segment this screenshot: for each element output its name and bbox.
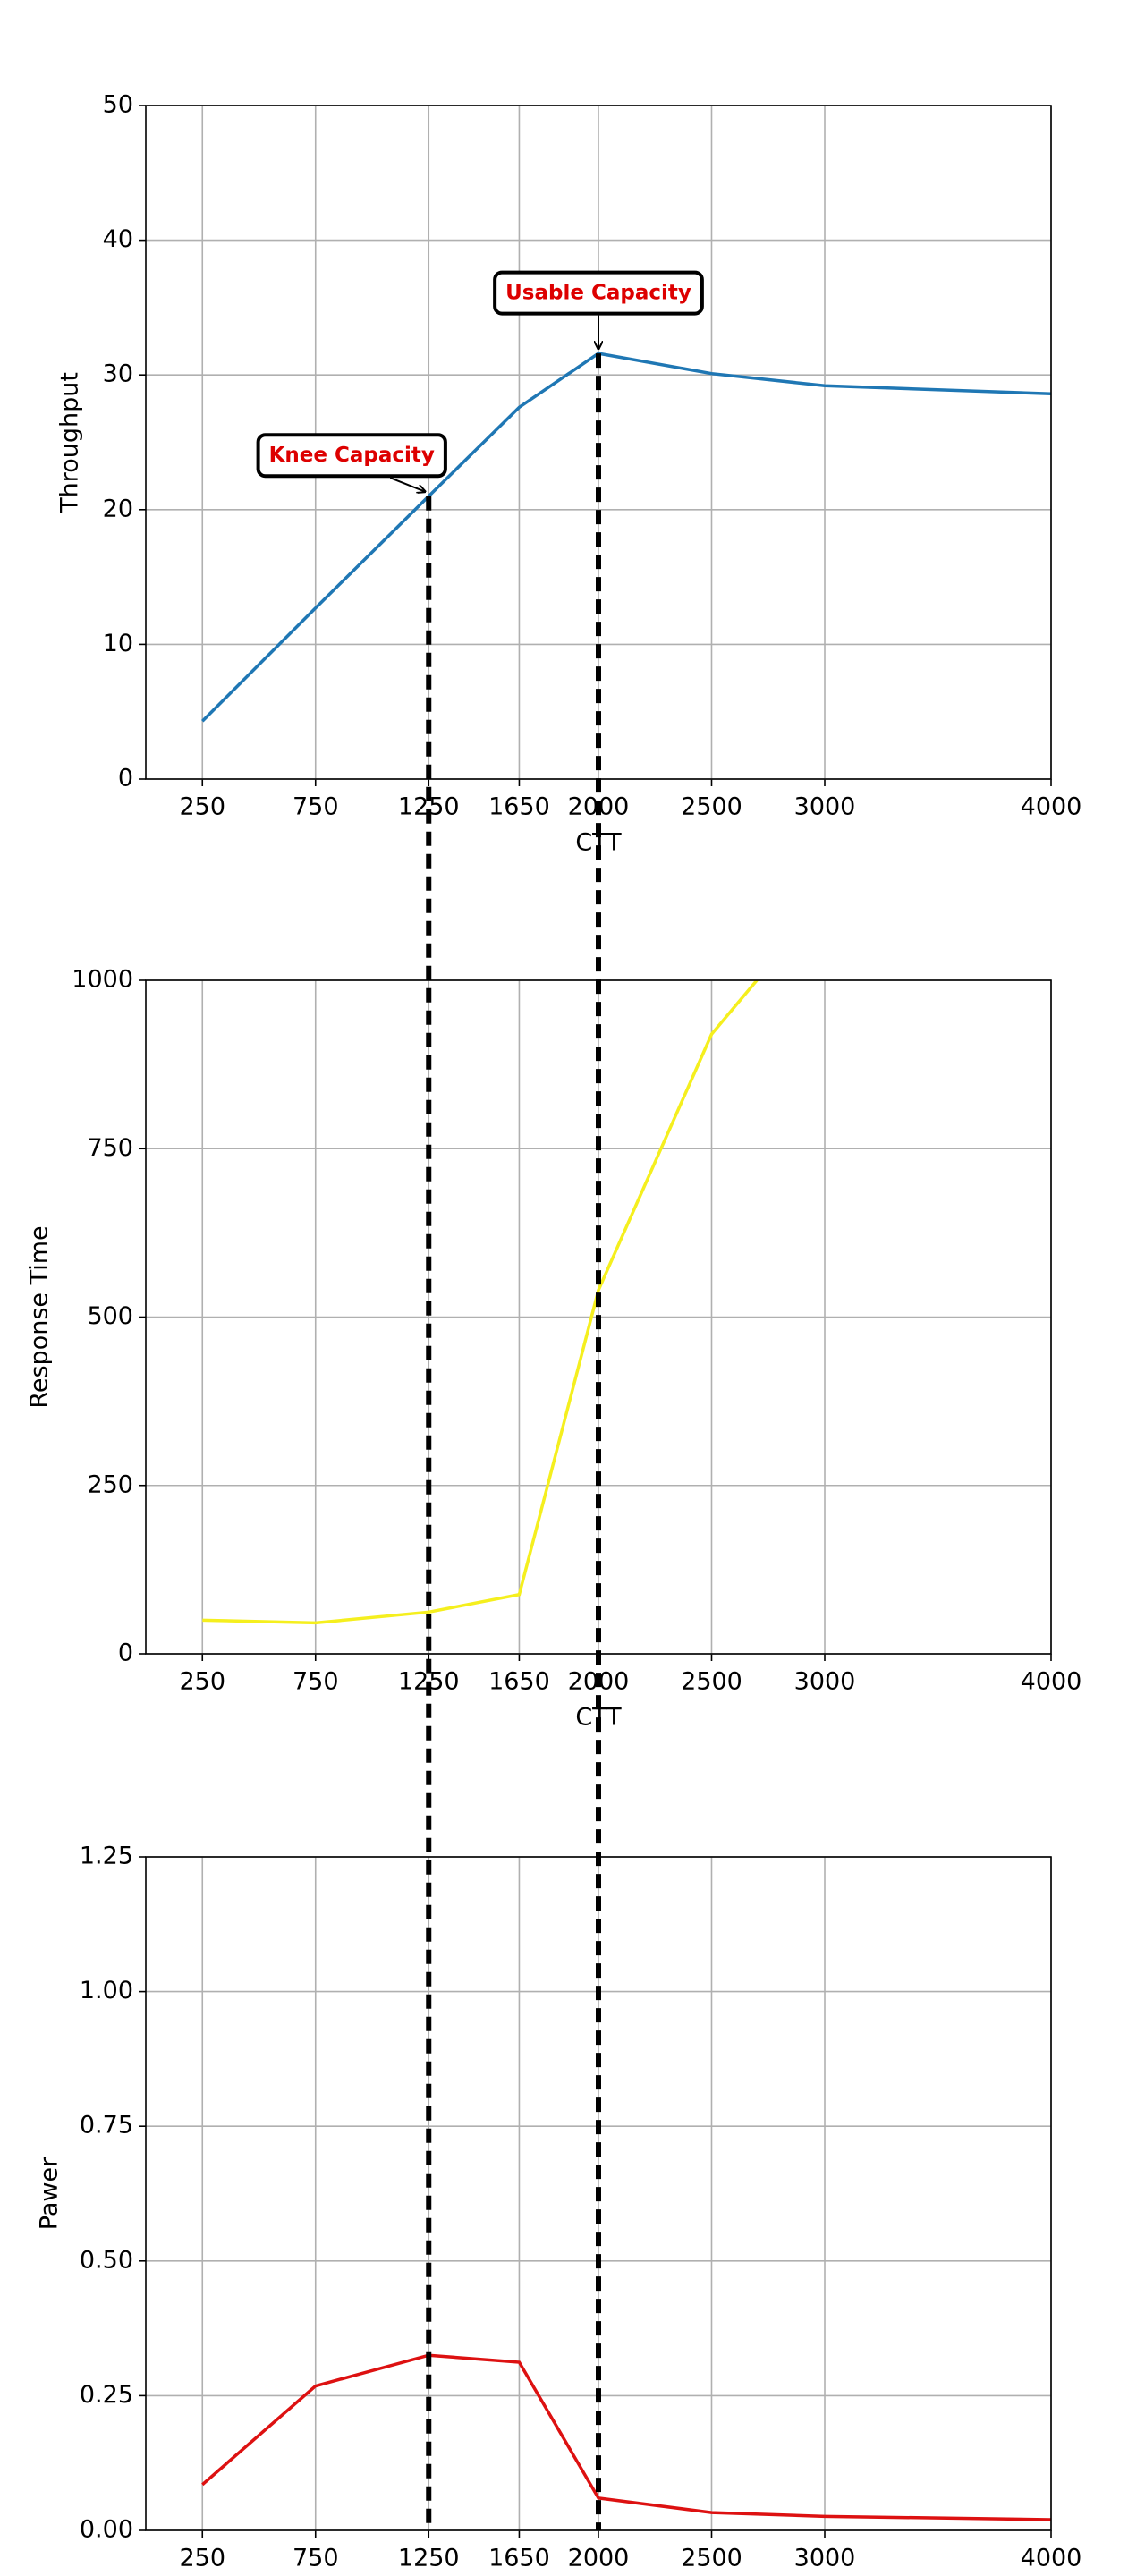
data-line: [201, 352, 1051, 723]
x-tick-label: 250: [179, 1668, 225, 1696]
data-line: [202, 980, 759, 1625]
y-tick-label: 30: [103, 360, 133, 388]
x-tick-label: 3000: [794, 1668, 856, 1696]
annotation-text: Knee Capacity: [269, 444, 435, 467]
y-tick-label: 0.50: [80, 2246, 133, 2274]
x-tick-label: 1650: [488, 2545, 550, 2572]
y-tick-label: 20: [103, 495, 133, 522]
y-tick-label: 250: [87, 1470, 133, 1498]
annotation-arrow: [389, 477, 425, 492]
x-tick-label: 2000: [568, 2545, 630, 2572]
y-axis-label: Throughput: [56, 372, 84, 513]
x-tick-label: 2500: [681, 793, 742, 821]
y-axis-label: Response Time: [26, 1225, 54, 1408]
y-tick-label: 1.25: [80, 1843, 133, 1870]
x-tick-label: 1650: [488, 1668, 550, 1696]
x-tick-label: 750: [293, 1668, 339, 1696]
x-tick-label: 4000: [1021, 1668, 1082, 1696]
y-tick-label: 0.00: [80, 2516, 133, 2544]
x-tick-label: 3000: [794, 793, 856, 821]
x-tick-label: 2500: [681, 2545, 742, 2572]
y-tick-label: 1000: [72, 966, 133, 994]
y-tick-label: 40: [103, 225, 133, 253]
y-tick-label: 0: [118, 1640, 133, 1667]
x-tick-label: 4000: [1021, 793, 1082, 821]
y-tick-label: 0.75: [80, 2112, 133, 2140]
x-tick-label: 3000: [794, 2545, 856, 2572]
x-tick-label: 2500: [681, 1668, 742, 1696]
x-tick-label: 250: [179, 2545, 225, 2572]
annotation-box: [493, 270, 704, 316]
x-tick-label: 1650: [488, 793, 550, 821]
x-tick-label: 4000: [1021, 2545, 1082, 2572]
annotation-text: Usable Capacity: [505, 282, 691, 305]
data-line: [201, 2353, 1051, 2521]
annotation-box: [256, 433, 447, 479]
x-tick-label: 250: [179, 793, 225, 821]
y-tick-label: 0.25: [80, 2381, 133, 2409]
x-tick-label: 1250: [398, 2545, 460, 2572]
y-tick-label: 500: [87, 1302, 133, 1330]
y-tick-label: 10: [103, 630, 133, 657]
y-tick-label: 1.00: [80, 1977, 133, 2004]
x-tick-label: 750: [293, 793, 339, 821]
y-tick-label: 750: [87, 1134, 133, 1162]
y-tick-label: 50: [103, 91, 133, 119]
x-tick-label: 750: [293, 2545, 339, 2572]
y-tick-label: 0: [118, 765, 133, 792]
y-axis-label: Pawer: [36, 2157, 64, 2230]
